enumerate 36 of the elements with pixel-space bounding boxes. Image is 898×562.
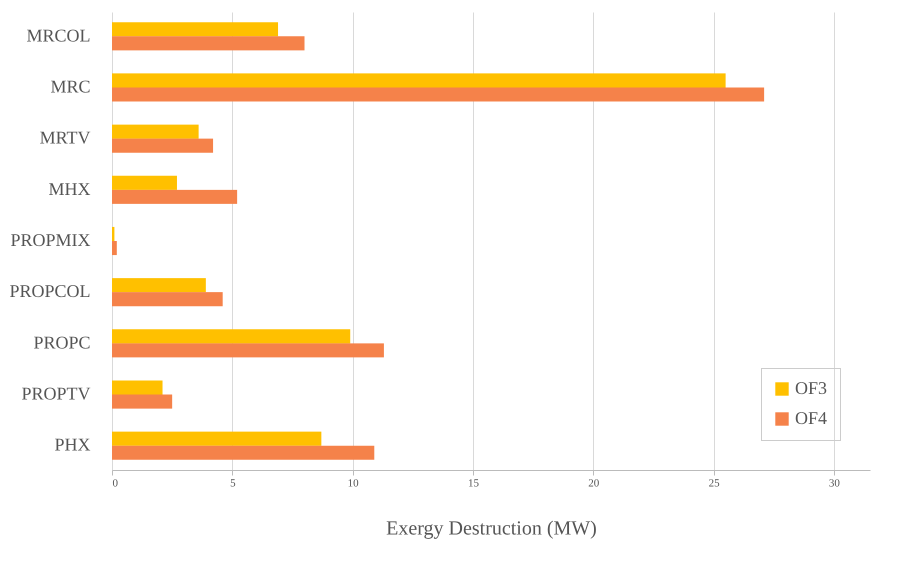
bar xyxy=(112,138,214,153)
x-tick-label: 20 xyxy=(588,478,600,490)
legend-label: OF4 xyxy=(795,408,828,428)
y-tick-label: MRC xyxy=(50,76,90,96)
x-tick-label: 30 xyxy=(828,478,840,490)
bar xyxy=(112,190,238,204)
y-tick-label: PROPMIX xyxy=(10,230,90,250)
bar xyxy=(112,36,305,50)
y-tick-label: MRTV xyxy=(40,128,90,148)
bar xyxy=(112,343,384,358)
x-tick-label: 5 xyxy=(230,478,236,490)
bar xyxy=(112,394,172,409)
bar xyxy=(112,73,726,88)
bar xyxy=(112,292,223,306)
bar xyxy=(112,241,117,256)
bar xyxy=(112,278,206,292)
bar xyxy=(112,87,764,102)
x-tick-label: 25 xyxy=(708,478,720,490)
x-tick-label: 15 xyxy=(468,478,480,490)
legend-label: OF3 xyxy=(795,378,828,398)
y-tick-label: PROPC xyxy=(33,332,90,352)
bar xyxy=(112,124,199,139)
y-tick-label: PHX xyxy=(54,434,90,455)
y-tick-label: MHX xyxy=(48,178,90,199)
y-tick-label: PROPCOL xyxy=(9,281,90,302)
bar xyxy=(112,380,163,395)
bar xyxy=(112,22,278,36)
x-tick-label: 10 xyxy=(348,478,360,490)
x-axis-title: Exergy Destruction (MW) xyxy=(386,518,597,540)
bar xyxy=(112,176,177,190)
y-tick-label: PROPTV xyxy=(21,384,90,404)
bar xyxy=(112,446,374,460)
bar xyxy=(112,329,350,344)
bar xyxy=(112,432,322,446)
y-tick-label: MRCOL xyxy=(26,25,90,46)
x-tick-label: 0 xyxy=(112,478,118,490)
